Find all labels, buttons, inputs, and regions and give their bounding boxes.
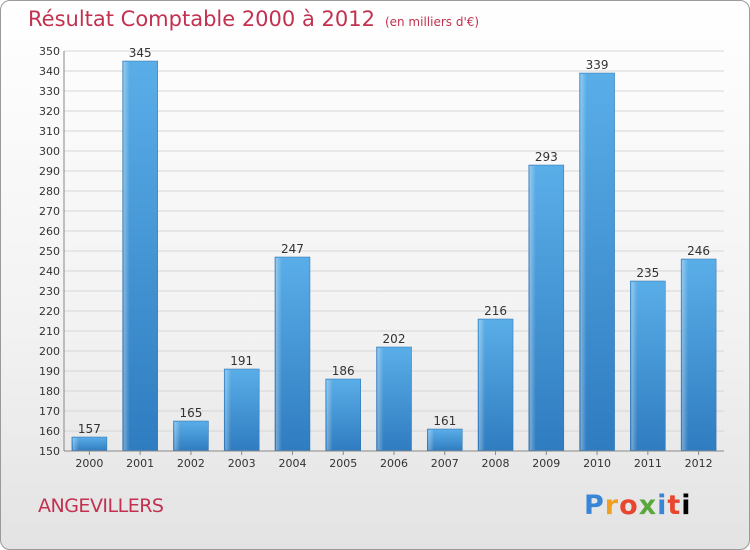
x-tick-label: 2006	[380, 457, 408, 470]
y-tick-label: 320	[39, 105, 60, 118]
logo-letter: P	[584, 490, 605, 521]
value-label: 157	[78, 422, 101, 436]
axis-layer: 150 160 170 180 190 200 210 220 230 240 250 260 270 2…	[39, 45, 724, 470]
bar-highlight	[682, 260, 689, 450]
bar-highlight	[326, 380, 333, 450]
value-label: 165	[179, 406, 202, 420]
proxiti-logo: Proxiti	[584, 490, 692, 521]
bar-highlight	[580, 74, 587, 450]
x-tick-label: 2005	[329, 457, 357, 470]
logo-letter: o	[619, 490, 639, 521]
y-tick-label: 190	[39, 365, 60, 378]
bar-layer: 157 345 165 191 247 186 202 161 216 293 339 235 246	[71, 46, 717, 452]
chart-title-text: Résultat Comptable 2000 à 2012	[28, 7, 375, 31]
x-tick-label: 2001	[126, 457, 154, 470]
bar-highlight	[72, 438, 79, 450]
y-tick-label: 180	[39, 385, 60, 398]
value-label: 339	[586, 58, 609, 72]
y-tick-label: 340	[39, 65, 60, 78]
y-tick-label: 160	[39, 425, 60, 438]
logo-letter: x	[638, 490, 658, 521]
y-tick-label: 240	[39, 265, 60, 278]
bar-highlight	[428, 430, 435, 450]
y-tick-label: 330	[39, 85, 60, 98]
logo-letter: i	[657, 490, 668, 521]
commune-name: ANGEVILLERS	[38, 495, 164, 517]
value-label: 161	[433, 414, 456, 428]
x-tick-label: 2008	[482, 457, 510, 470]
y-tick-label: 250	[39, 245, 60, 258]
bar-highlight	[123, 62, 130, 450]
chart-unit: (en milliers d'€)	[384, 15, 480, 29]
y-tick-label: 210	[39, 325, 60, 338]
y-tick-label: 200	[39, 345, 60, 358]
x-tick-label: 2003	[228, 457, 256, 470]
logo-letter: t	[667, 490, 682, 521]
x-tick-label: 2007	[431, 457, 459, 470]
y-tick-label: 300	[39, 145, 60, 158]
x-tick-label: 2002	[177, 457, 205, 470]
x-tick-label: 2011	[634, 457, 662, 470]
y-tick-label: 280	[39, 185, 60, 198]
value-label: 186	[332, 364, 355, 378]
y-tick-label: 220	[39, 305, 60, 318]
y-tick-label: 290	[39, 165, 60, 178]
value-label: 247	[281, 242, 304, 256]
value-label: 216	[484, 304, 507, 318]
y-tick-label: 260	[39, 225, 60, 238]
x-tick-label: 2004	[278, 457, 306, 470]
bar-highlight	[275, 258, 282, 450]
y-tick-label: 150	[39, 445, 60, 458]
bar-highlight	[479, 320, 486, 450]
x-tick-label: 2010	[583, 457, 611, 470]
bar-highlight	[174, 422, 181, 450]
value-label: 235	[636, 266, 659, 280]
logo-letter: i	[681, 490, 692, 521]
y-tick-label: 350	[39, 45, 60, 58]
bar-highlight	[225, 370, 232, 450]
x-tick-label: 2009	[532, 457, 560, 470]
y-tick-label: 310	[39, 125, 60, 138]
y-tick-label: 170	[39, 405, 60, 418]
chart-title: Résultat Comptable 2000 à 2012 (en millie…	[28, 7, 479, 31]
bar-highlight	[377, 348, 384, 450]
x-tick-label: 2000	[75, 457, 103, 470]
value-label: 345	[129, 46, 152, 60]
bar-highlight	[631, 282, 638, 450]
value-label: 202	[383, 332, 406, 346]
bar-highlight	[529, 166, 536, 450]
y-tick-label: 230	[39, 285, 60, 298]
logo-letter: r	[604, 490, 620, 521]
value-label: 191	[230, 354, 253, 368]
value-label: 246	[687, 244, 710, 258]
x-tick-label: 2012	[685, 457, 713, 470]
y-tick-label: 270	[39, 205, 60, 218]
value-label: 293	[535, 150, 558, 164]
